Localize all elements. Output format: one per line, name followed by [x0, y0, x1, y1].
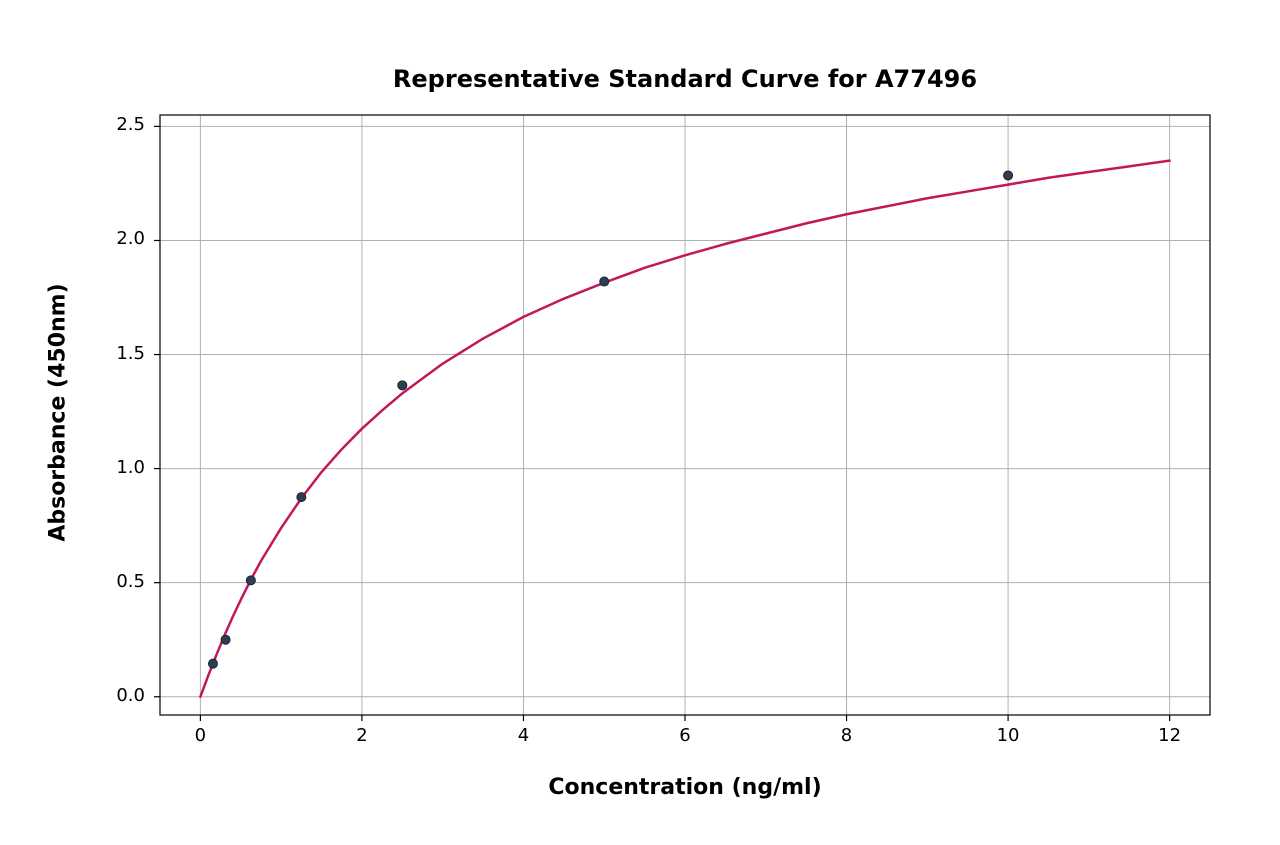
x-tick-label: 10 [978, 725, 1038, 746]
y-axis-label: Absorbance (450nm) [46, 263, 71, 563]
y-tick-label: 1.0 [90, 457, 145, 478]
x-tick-label: 4 [493, 725, 553, 746]
chart-container: Representative Standard Curve for A77496… [0, 0, 1280, 845]
chart-title: Representative Standard Curve for A77496 [160, 65, 1210, 93]
x-tick-label: 2 [332, 725, 392, 746]
y-tick-label: 1.5 [90, 343, 145, 364]
y-tick-label: 0.5 [90, 571, 145, 592]
plot-svg [0, 0, 1280, 845]
x-tick-label: 0 [170, 725, 230, 746]
y-tick-label: 2.0 [90, 228, 145, 249]
x-tick-label: 8 [817, 725, 877, 746]
x-tick-label: 12 [1140, 725, 1200, 746]
y-tick-label: 2.5 [90, 114, 145, 135]
x-tick-label: 6 [655, 725, 715, 746]
x-axis-label: Concentration (ng/ml) [160, 775, 1210, 800]
y-tick-label: 0.0 [90, 685, 145, 706]
